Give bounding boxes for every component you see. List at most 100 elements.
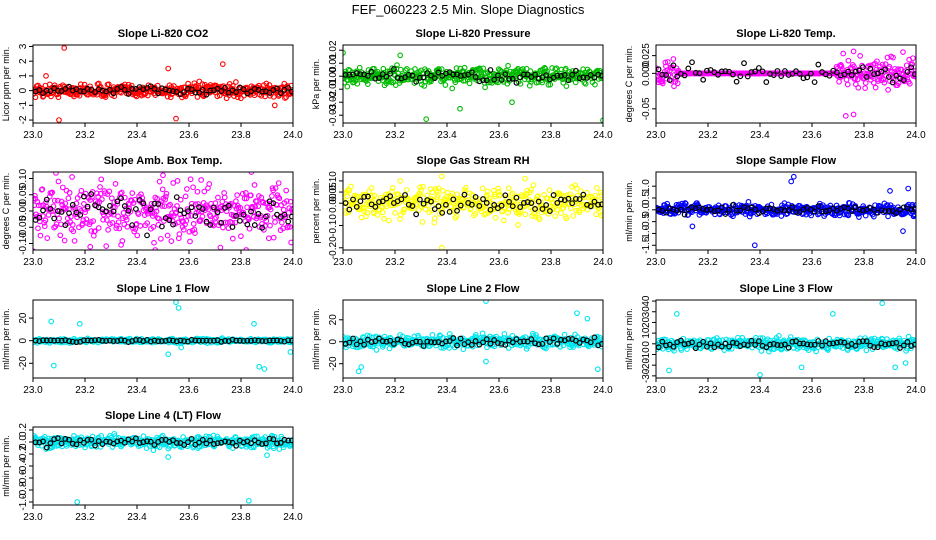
reference-point [251,337,258,344]
scatter-point [872,84,879,91]
scatter-point [669,65,676,72]
scatter-point [105,226,111,233]
scatter-point [345,209,352,216]
scatter-point [280,206,287,213]
x-tick-label: 23.8 [854,385,874,396]
scatter-point [771,346,777,353]
y-tick-label: -0.6 [18,469,29,487]
scatter-point [71,238,78,244]
reference-point [58,337,65,344]
reference-point [62,222,69,229]
scatter-point [501,331,508,337]
scatter-point [198,177,205,183]
reference-point [815,61,822,68]
reference-point [346,339,353,346]
scatter-point [543,69,549,76]
reference-point [689,59,695,66]
reference-point [796,71,803,77]
reference-point [188,204,195,211]
reference-point [830,340,837,347]
scatter-point [600,337,603,344]
scatter-point [267,222,273,229]
reference-point [726,343,733,350]
scatter-point [552,213,559,219]
reference-point [468,69,475,76]
x-tick-label: 23.4 [437,257,457,268]
scatter-point [288,206,293,213]
scatter-point [380,196,387,202]
scatter-point [252,203,258,210]
scatter-point [480,65,487,72]
x-tick-label: 23.2 [75,130,95,141]
reference-point [118,337,124,343]
reference-point [80,193,87,200]
y-tick-label: -0.05 [641,97,652,120]
reference-point [815,203,822,209]
reference-point [741,60,747,67]
reference-point [43,87,50,94]
scatter-point [659,80,666,87]
outlier-point [666,367,672,374]
reference-point [218,338,225,345]
scatter-point [908,345,914,352]
scatter-point [482,84,488,91]
reference-point [882,341,889,348]
y-tick-label: -1 [18,100,29,109]
reference-point [659,338,666,345]
reference-point [546,208,553,214]
scatter-point [361,208,367,215]
reference-point [587,203,594,210]
panel-title: Slope Li-820 Temp. [736,28,835,40]
y-tick-label: -0.4 [18,457,29,475]
outlier-point [902,360,909,366]
reference-point [856,67,863,74]
scatter-point [867,62,873,69]
y-tick-label: -0.10 [328,214,339,237]
reference-point [498,202,505,209]
reference-point [572,195,579,202]
outlier-point [56,117,62,123]
outlier-point [178,344,185,351]
scatter-point [894,346,901,352]
reference-point [707,340,714,347]
outlier-point [43,73,49,79]
reference-point [509,203,516,210]
reference-point [767,205,773,212]
reference-point [361,193,368,200]
reference-point [431,339,438,346]
reference-point [192,89,199,96]
scatter-point [153,208,160,215]
scatter-point [162,193,169,200]
scatter-point [69,174,75,180]
x-tick-label: 23.4 [750,257,770,268]
reference-point [871,344,877,351]
plot-frame [342,171,604,251]
outlier-point [173,300,179,306]
scatter-point [95,225,102,231]
outlier-point [788,178,795,185]
scatter-point [435,185,442,192]
reference-point [874,344,881,351]
reference-point [36,87,43,93]
scatter-point [446,331,453,337]
scatter-point [776,332,782,339]
outlier-point [790,173,797,180]
y-tick-label: 0.05 [328,182,339,202]
scatter-point [288,336,293,342]
reference-point [852,68,859,75]
x-tick-label: 23.6 [489,385,509,396]
reference-point [591,334,598,341]
reference-point [506,198,512,205]
reference-point [402,340,408,347]
reference-point [77,212,84,218]
reference-point [285,337,292,344]
reference-point [837,72,844,79]
scatter-point [199,213,206,220]
y-tick-label: -0.20 [328,236,339,259]
y-tick-label: -0.03 [328,103,339,126]
reference-point [277,337,284,344]
reference-point [737,207,744,214]
outlier-point [248,172,255,175]
scatter-point [890,54,896,61]
